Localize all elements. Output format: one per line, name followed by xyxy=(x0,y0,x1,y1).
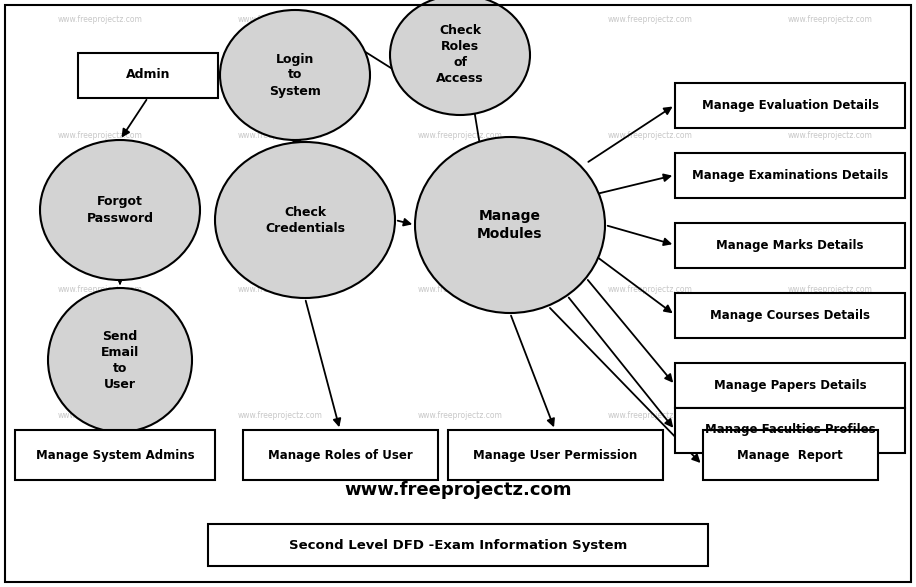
Ellipse shape xyxy=(220,10,370,140)
Text: www.freeprojectz.com: www.freeprojectz.com xyxy=(788,130,872,140)
Text: www.freeprojectz.com: www.freeprojectz.com xyxy=(237,285,322,295)
Text: Manage Evaluation Details: Manage Evaluation Details xyxy=(702,99,878,112)
FancyBboxPatch shape xyxy=(675,407,905,453)
Text: Manage Faculties Profiles: Manage Faculties Profiles xyxy=(704,423,876,437)
Text: www.freeprojectz.com: www.freeprojectz.com xyxy=(237,410,322,420)
Text: Manage
Modules: Manage Modules xyxy=(477,210,543,241)
Text: Admin: Admin xyxy=(125,69,170,82)
Text: www.freeprojectz.com: www.freeprojectz.com xyxy=(58,15,142,25)
FancyBboxPatch shape xyxy=(675,292,905,338)
Text: www.freeprojectz.com: www.freeprojectz.com xyxy=(58,285,142,295)
Text: www.freeprojectz.com: www.freeprojectz.com xyxy=(418,15,503,25)
FancyBboxPatch shape xyxy=(675,363,905,407)
Text: Manage  Report: Manage Report xyxy=(737,448,843,461)
FancyBboxPatch shape xyxy=(448,430,662,480)
Ellipse shape xyxy=(40,140,200,280)
Text: Manage Courses Details: Manage Courses Details xyxy=(710,309,870,322)
Ellipse shape xyxy=(215,142,395,298)
FancyBboxPatch shape xyxy=(243,430,438,480)
Text: www.freeprojectz.com: www.freeprojectz.com xyxy=(788,410,872,420)
FancyBboxPatch shape xyxy=(703,430,878,480)
Text: Manage User Permission: Manage User Permission xyxy=(473,448,638,461)
Text: www.freeprojectz.com: www.freeprojectz.com xyxy=(607,130,692,140)
Text: www.freeprojectz.com: www.freeprojectz.com xyxy=(788,15,872,25)
Text: Manage Papers Details: Manage Papers Details xyxy=(714,379,867,392)
FancyBboxPatch shape xyxy=(675,83,905,127)
Ellipse shape xyxy=(390,0,530,115)
FancyBboxPatch shape xyxy=(15,430,215,480)
Text: Manage System Admins: Manage System Admins xyxy=(36,448,194,461)
FancyBboxPatch shape xyxy=(208,524,708,566)
Text: www.freeprojectz.com: www.freeprojectz.com xyxy=(237,130,322,140)
Text: www.freeprojectz.com: www.freeprojectz.com xyxy=(237,15,322,25)
Text: Second Level DFD -Exam Information System: Second Level DFD -Exam Information Syste… xyxy=(289,538,627,552)
Text: www.freeprojectz.com: www.freeprojectz.com xyxy=(788,285,872,295)
Ellipse shape xyxy=(48,288,192,432)
Text: www.freeprojectz.com: www.freeprojectz.com xyxy=(607,15,692,25)
Text: www.freeprojectz.com: www.freeprojectz.com xyxy=(418,130,503,140)
Text: www.freeprojectz.com: www.freeprojectz.com xyxy=(58,410,142,420)
Text: www.freeprojectz.com: www.freeprojectz.com xyxy=(607,285,692,295)
Text: Check
Roles
of
Access: Check Roles of Access xyxy=(436,25,484,86)
FancyBboxPatch shape xyxy=(675,222,905,268)
Text: Manage Roles of User: Manage Roles of User xyxy=(267,448,412,461)
Text: Send
Email
to
User: Send Email to User xyxy=(101,329,139,390)
FancyBboxPatch shape xyxy=(675,153,905,197)
Text: www.freeprojectz.com: www.freeprojectz.com xyxy=(418,410,503,420)
Text: Forgot
Password: Forgot Password xyxy=(86,195,154,224)
Text: Manage Examinations Details: Manage Examinations Details xyxy=(692,168,889,181)
Text: www.freeprojectz.com: www.freeprojectz.com xyxy=(418,285,503,295)
Text: www.freeprojectz.com: www.freeprojectz.com xyxy=(58,130,142,140)
Text: Login
to
System: Login to System xyxy=(269,52,321,97)
Text: Check
Credentials: Check Credentials xyxy=(265,205,345,234)
FancyBboxPatch shape xyxy=(78,52,218,97)
Text: www.freeprojectz.com: www.freeprojectz.com xyxy=(607,410,692,420)
Text: Manage Marks Details: Manage Marks Details xyxy=(716,238,864,251)
Text: www.freeprojectz.com: www.freeprojectz.com xyxy=(344,481,572,499)
Ellipse shape xyxy=(415,137,605,313)
